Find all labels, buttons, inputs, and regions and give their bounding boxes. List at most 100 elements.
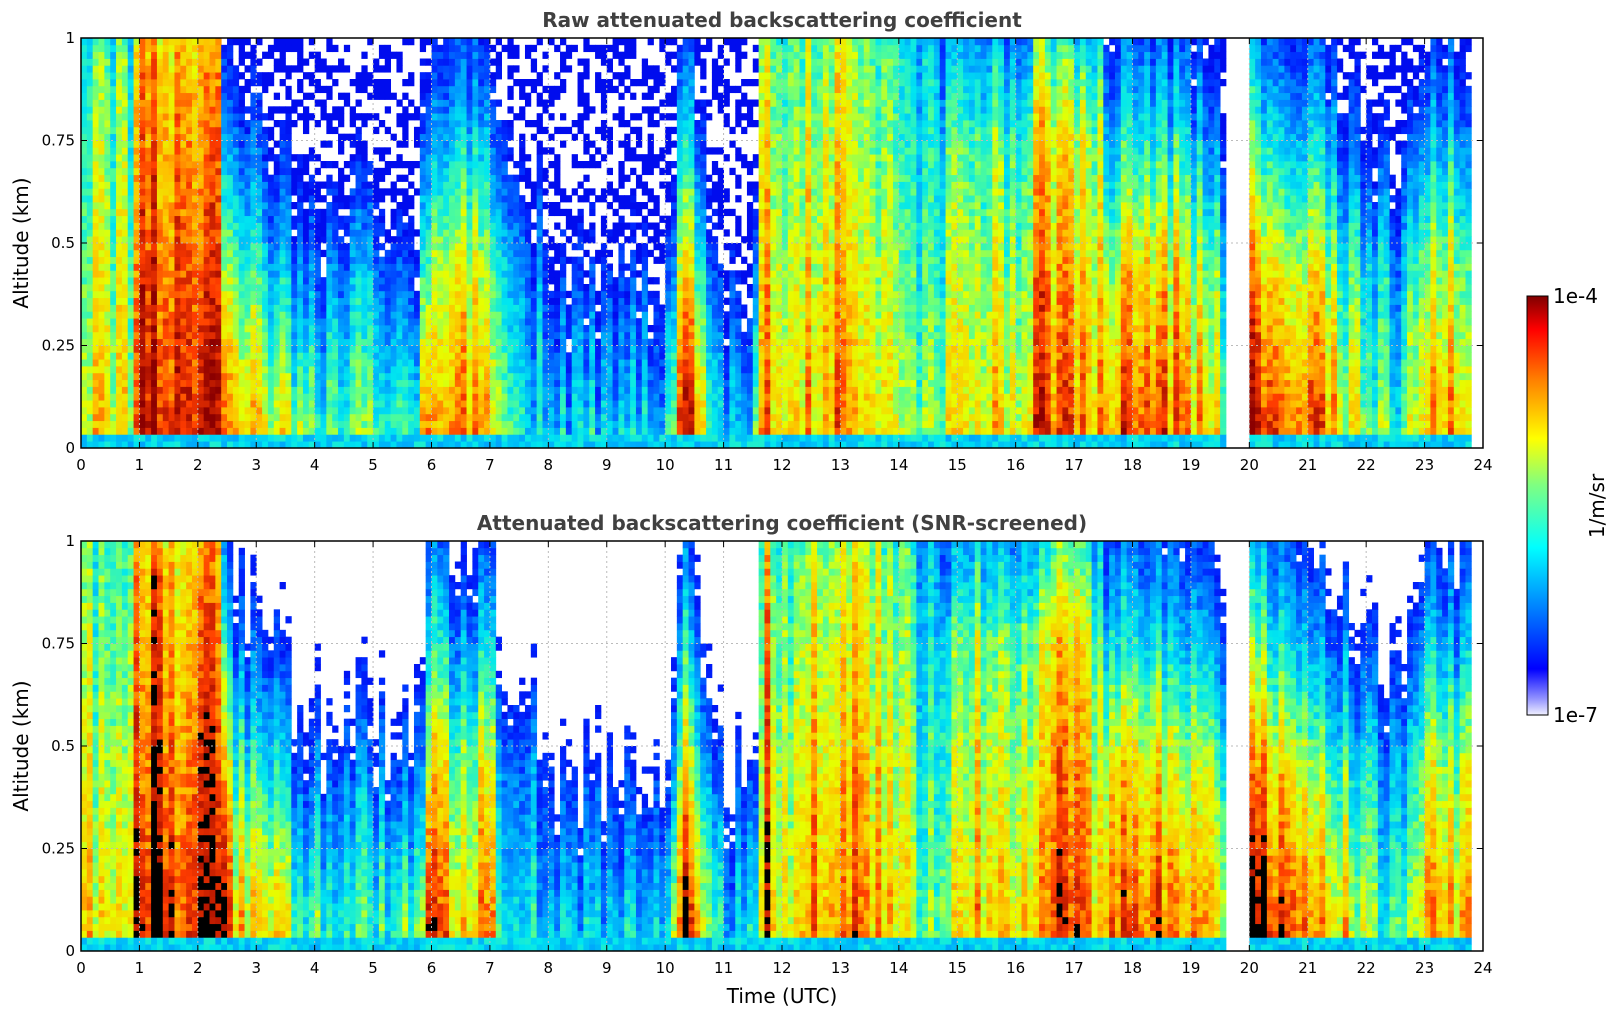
heatmap-cell [437,216,443,223]
heatmap-cell [408,277,414,284]
heatmap-cell [151,229,157,236]
heatmap-cell [554,291,560,298]
heatmap-cell [554,380,560,387]
heatmap-cell [280,229,286,236]
heatmap-cell [426,366,432,373]
heatmap-cell [204,195,210,202]
heatmap-cell [291,182,297,189]
heatmap-cell [163,59,169,66]
heatmap-cell [542,400,548,407]
heatmap-cell [116,339,122,346]
heatmap-cell [145,257,151,264]
heatmap-cell [245,182,251,189]
heatmap-cell [315,243,321,250]
heatmap-cell [110,434,116,441]
heatmap-cell [174,216,180,223]
heatmap-cell [630,38,636,45]
heatmap-cell [449,72,455,79]
heatmap-cell [455,168,461,175]
heatmap-cell [262,188,268,195]
heatmap-cell [210,229,216,236]
heatmap-cell [566,332,572,339]
heatmap-cell [139,202,145,209]
heatmap-cell [426,93,432,100]
heatmap-cell [315,209,321,216]
heatmap-cell [618,243,624,250]
heatmap-cell [87,188,93,195]
heatmap-cell [285,236,291,243]
heatmap-cell [490,400,496,407]
heatmap-cell [122,229,128,236]
heatmap-cell [379,393,385,400]
heatmap-cell [186,216,192,223]
heatmap-cell [104,325,110,332]
heatmap-cell [274,38,280,45]
heatmap-cell [274,407,280,414]
heatmap-cell [396,325,402,332]
heatmap-cell [215,380,221,387]
heatmap-cell [624,223,630,230]
heatmap-cell [507,352,513,359]
heatmap-cell [513,52,519,59]
heatmap-cell [157,216,163,223]
heatmap-cell [291,277,297,284]
heatmap-cell [449,93,455,100]
heatmap-cell [560,79,566,86]
heatmap-cell [502,346,508,353]
heatmap-cell [618,182,624,189]
heatmap-cell [297,270,303,277]
heatmap-cell [180,387,186,394]
heatmap-cell [145,134,151,141]
heatmap-cell [250,352,256,359]
heatmap-cell [443,339,449,346]
heatmap-cell [507,298,513,305]
heatmap-cell [110,72,116,79]
heatmap-cell [210,387,216,394]
heatmap-cell [618,298,624,305]
heatmap-cell [87,134,93,141]
heatmap-cell [81,243,87,250]
heatmap-cell [192,202,198,209]
heatmap-cell [578,305,584,312]
heatmap-cell [215,359,221,366]
heatmap-cell [274,325,280,332]
heatmap-cell [180,346,186,353]
heatmap-cell [361,298,367,305]
heatmap-cell [110,428,116,435]
heatmap-cell [204,305,210,312]
heatmap-cell [122,161,128,168]
heatmap-cell [151,52,157,59]
heatmap-cell [513,250,519,257]
heatmap-cell [309,421,315,428]
heatmap-cell [344,100,350,107]
heatmap-cell [239,421,245,428]
heatmap-cell [192,141,198,148]
heatmap-cell [379,52,385,59]
heatmap-cell [151,284,157,291]
heatmap-cell [467,318,473,325]
heatmap-cell [245,332,251,339]
heatmap-cell [256,257,262,264]
heatmap-cell [239,393,245,400]
heatmap-cell [554,257,560,264]
heatmap-cell [87,236,93,243]
heatmap-cell [99,366,105,373]
heatmap-cell [636,182,642,189]
heatmap-cell [589,298,595,305]
heatmap-cell [139,127,145,134]
heatmap-cell [402,332,408,339]
heatmap-cell [262,243,268,250]
heatmap-cell [420,120,426,127]
heatmap-cell [174,393,180,400]
heatmap-cell [256,311,262,318]
heatmap-cell [583,113,589,120]
heatmap-cell [507,339,513,346]
heatmap-cell [572,373,578,380]
heatmap-cell [595,414,601,421]
heatmap-cell [198,298,204,305]
heatmap-cell [432,339,438,346]
heatmap-cell [250,311,256,318]
heatmap-cell [245,134,251,141]
heatmap-cell [478,421,484,428]
heatmap-cell [245,154,251,161]
